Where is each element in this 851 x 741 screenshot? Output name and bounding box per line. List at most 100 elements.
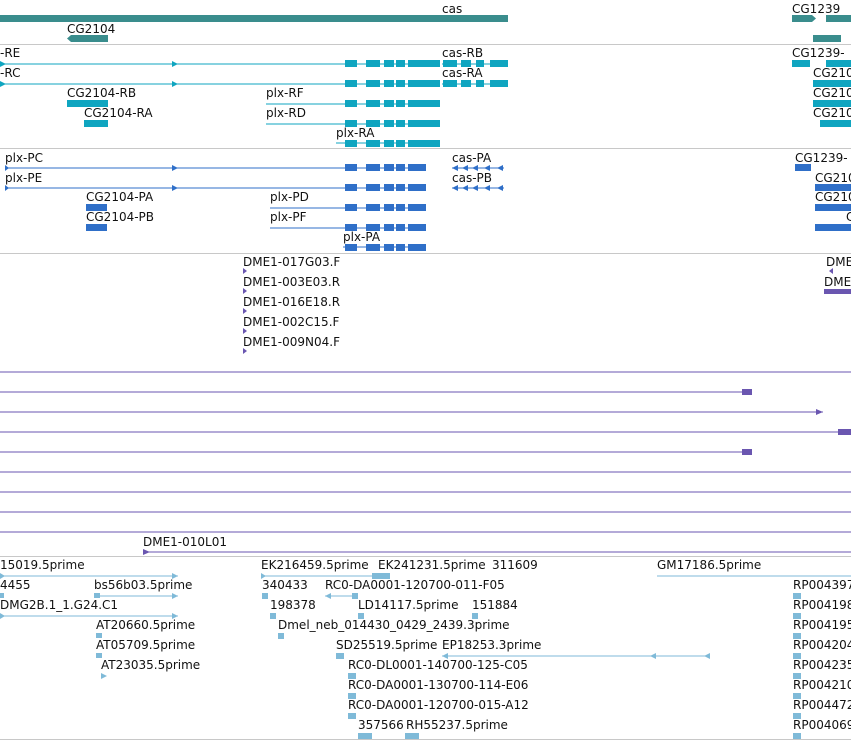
est-label[interactable]: AT05709.5prime — [96, 638, 196, 652]
est-label[interactable]: SD25519.5prime — [336, 638, 438, 652]
est-label[interactable]: 340433 — [262, 578, 308, 592]
transcript-label[interactable]: plx-RD — [266, 106, 306, 120]
est-glyphs[interactable] — [0, 573, 851, 739]
cds-plx-pc[interactable] — [5, 164, 426, 171]
est-label[interactable]: RP004472 — [793, 698, 851, 712]
transcript-label[interactable]: cas-RB — [442, 46, 484, 60]
transcript-label[interactable]: CG2104-RA — [84, 106, 153, 120]
track-separator — [0, 739, 851, 740]
gene-cg1239-bar[interactable] — [792, 15, 851, 42]
transcript-plx-rd[interactable] — [266, 120, 440, 127]
est-label[interactable]: RP004235 — [793, 658, 851, 672]
est-label[interactable]: RH55237.5prime — [406, 718, 508, 732]
cds-label[interactable]: CG2104-PB — [86, 210, 155, 224]
est-label[interactable]: RC0-DA0001-130700-114-E06 — [348, 678, 529, 692]
est-label[interactable]: EP18253.3prime — [442, 638, 542, 652]
est-label[interactable]: RP004397 — [793, 578, 851, 592]
transcript-label[interactable]: cas-RA — [442, 66, 483, 80]
cds-plx-pf[interactable] — [270, 224, 426, 231]
est-label[interactable]: 357566 — [358, 718, 404, 732]
track-separator — [0, 44, 851, 45]
cds-label[interactable]: plx-PF — [270, 210, 307, 224]
cds-label[interactable]: plx-PD — [270, 190, 309, 204]
transcript-label[interactable]: plx-RA — [336, 126, 375, 140]
clone-label[interactable]: DME1-002C15.F — [243, 315, 340, 329]
est-label[interactable]: 4455 — [0, 578, 31, 592]
transcript-label[interactable]: CG210 — [813, 86, 851, 100]
est-label[interactable]: EK216459.5prime — [261, 558, 369, 572]
est-label[interactable]: AT20660.5prime — [96, 618, 196, 632]
cds-plx-pd[interactable] — [270, 204, 426, 211]
transcript-plx-ra[interactable] — [336, 140, 440, 147]
clone-end-markers[interactable] — [243, 268, 851, 354]
transcript-cg2104-ra[interactable] — [84, 120, 108, 127]
clone-label[interactable]: DME1-016E18.R — [243, 295, 341, 309]
clone-label[interactable]: DME1-010L01 — [143, 535, 227, 549]
clone-long-lines[interactable] — [0, 371, 851, 555]
cds-label[interactable]: CG2104-PA — [86, 190, 154, 204]
cds-cg2104-pa[interactable] — [86, 204, 107, 211]
cds-cg2104-pb[interactable] — [86, 224, 107, 231]
transcript-label[interactable]: CG1239- — [792, 46, 845, 60]
cds-label[interactable]: plx-PA — [343, 230, 381, 244]
est-label[interactable]: RP004069 — [793, 718, 851, 732]
gene-label[interactable]: CG2104 — [67, 22, 116, 36]
track-separator — [0, 148, 851, 149]
est-label[interactable]: bs56b03.5prime — [94, 578, 193, 592]
transcript-label[interactable]: -RC — [0, 66, 21, 80]
cds-cas-pb[interactable] — [452, 185, 504, 191]
gene-cg2104-bar[interactable] — [67, 35, 108, 42]
est-label[interactable]: RP004195 — [793, 618, 851, 632]
transcript-cg1239-group[interactable] — [792, 60, 851, 127]
transcript-cas-rb[interactable] — [442, 60, 508, 67]
track-separator — [0, 253, 851, 254]
est-label[interactable]: RC0-DA0001-120700-015-A12 — [348, 698, 529, 712]
cds-label[interactable]: cas-PB — [452, 171, 493, 185]
transcript-label[interactable]: CG210 — [813, 66, 851, 80]
cds-cas-pa[interactable] — [452, 165, 504, 171]
transcript-cas-ra[interactable] — [442, 80, 508, 87]
transcript-plx-rf[interactable] — [266, 100, 440, 107]
cds-label[interactable]: plx-PE — [5, 171, 43, 185]
transcript-plx-re[interactable] — [0, 60, 440, 67]
cds-cg1239-group[interactable] — [795, 164, 851, 231]
transcript-label[interactable]: -RE — [0, 46, 21, 60]
est-label[interactable]: 311609 — [492, 558, 538, 572]
clone-label[interactable]: DME1-003E03.R — [243, 275, 341, 289]
est-label[interactable]: GM17186.5prime — [657, 558, 762, 572]
est-label[interactable]: 151884 — [472, 598, 518, 612]
est-label[interactable]: RP004198 — [793, 598, 851, 612]
est-label[interactable]: RP004210 — [793, 678, 851, 692]
cds-plx-pe[interactable] — [5, 184, 426, 191]
cds-plx-pa[interactable] — [343, 244, 426, 251]
cds-label[interactable]: cas-PA — [452, 151, 492, 165]
est-label[interactable]: RC0-DA0001-120700-011-F05 — [325, 578, 505, 592]
clone-label[interactable]: DME1-017G03.F — [243, 255, 341, 269]
cds-label[interactable]: C — [846, 210, 851, 224]
transcript-label[interactable]: CG2104-RB — [67, 86, 137, 100]
est-label[interactable]: AT23035.5prime — [101, 658, 201, 672]
gene-label[interactable]: CG1239 — [792, 2, 841, 16]
transcript-label[interactable]: CG210 — [813, 106, 851, 120]
est-label[interactable]: DMG2B.1_1.G24.C1 — [0, 598, 119, 612]
gene-cas-bar[interactable] — [0, 15, 508, 22]
est-label[interactable]: EK241231.5prime — [378, 558, 486, 572]
transcript-label[interactable]: plx-RF — [266, 86, 304, 100]
transcript-cg2104-rb[interactable] — [67, 100, 108, 107]
clone-label[interactable]: DME — [824, 275, 851, 289]
est-label[interactable]: Dmel_neb_014430_0429_2439.3prime — [278, 618, 510, 632]
est-label[interactable]: RP004204 — [793, 638, 851, 652]
cds-label[interactable]: CG210 — [815, 190, 851, 204]
cds-label[interactable]: CG1239- — [795, 151, 848, 165]
gene-label[interactable]: cas — [442, 2, 463, 16]
est-label[interactable]: 198378 — [270, 598, 316, 612]
est-label[interactable]: 15019.5prime — [0, 558, 85, 572]
cds-label[interactable]: CG210 — [815, 171, 851, 185]
transcript-plx-rc[interactable] — [0, 80, 440, 87]
est-label[interactable]: RC0-DL0001-140700-125-C05 — [348, 658, 528, 672]
cds-label[interactable]: plx-PC — [5, 151, 43, 165]
clone-label[interactable]: DME1-009N04.F — [243, 335, 341, 349]
est-label[interactable]: LD14117.5prime — [358, 598, 459, 612]
clone-label[interactable]: DME — [826, 255, 851, 269]
